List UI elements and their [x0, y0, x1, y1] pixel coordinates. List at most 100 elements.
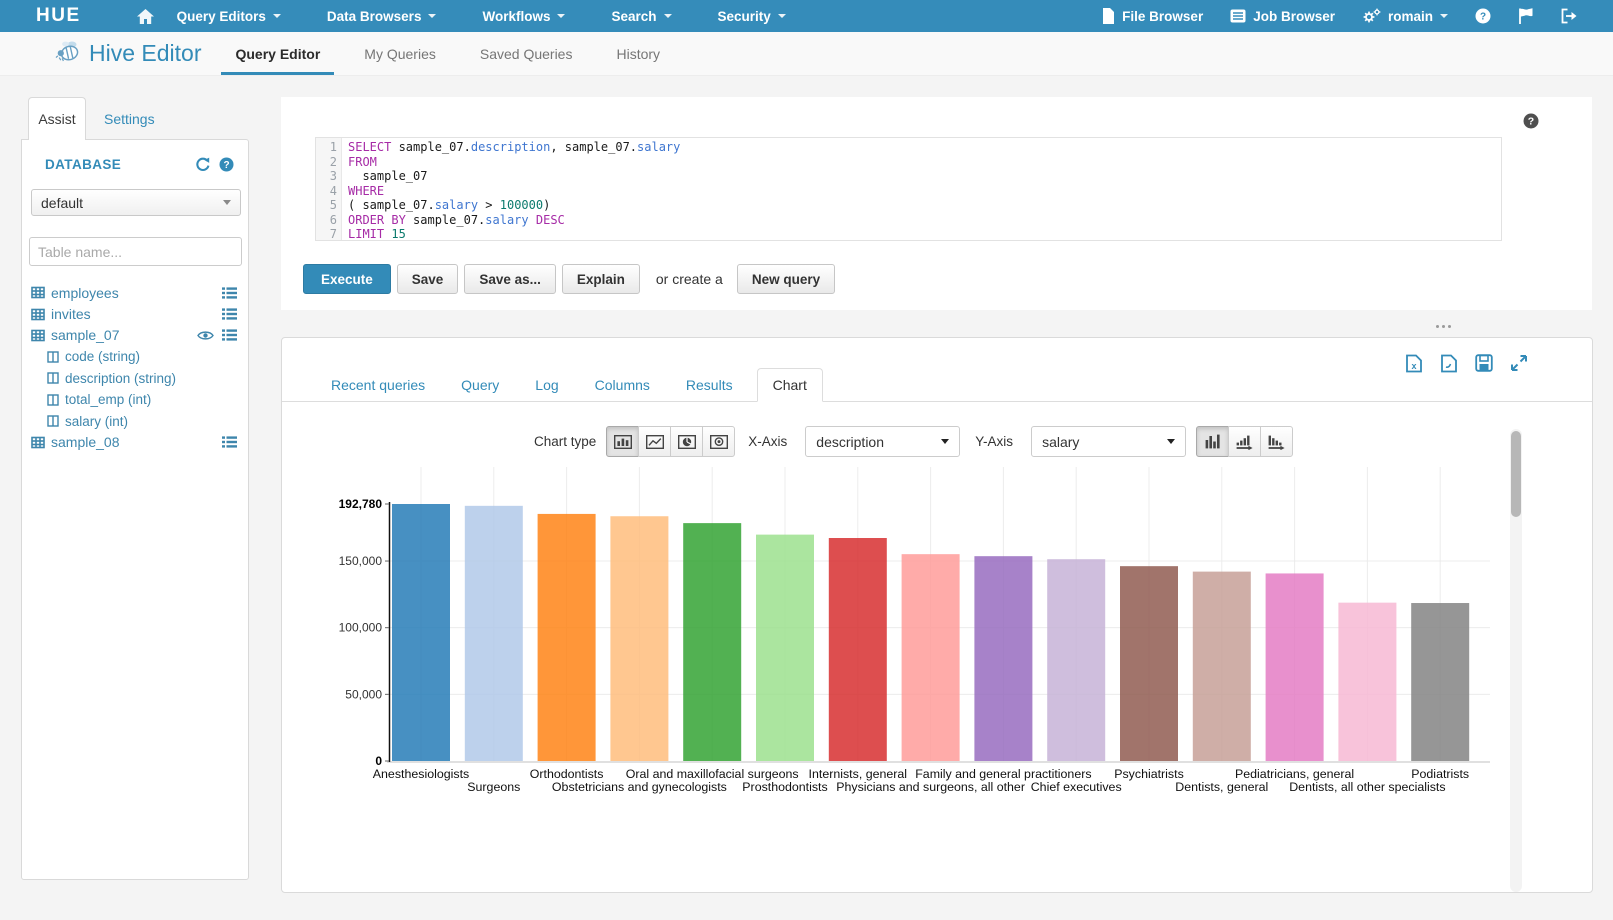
sort-ascending-button[interactable] [1228, 426, 1261, 457]
x-category-label: Chief executives [1031, 780, 1122, 794]
file-browser-button[interactable]: File Browser [1102, 0, 1203, 32]
chart-bar[interactable] [683, 523, 741, 761]
sort-none-button[interactable] [1196, 426, 1229, 457]
column-row[interactable]: description (string) [22, 368, 248, 389]
database-select[interactable]: default [31, 189, 241, 216]
table-menu-icon[interactable] [222, 287, 237, 299]
x-axis-select[interactable]: description [805, 426, 960, 457]
or-create-label: or create a [656, 271, 723, 287]
editor-gutter: 1234567 [316, 138, 342, 240]
table-icon [31, 436, 45, 449]
chart-type-line-button[interactable] [638, 426, 671, 457]
refresh-icon[interactable] [195, 157, 211, 172]
column-row[interactable]: salary (int) [22, 410, 248, 431]
table-row[interactable]: sample_07 [22, 325, 248, 346]
table-row[interactable]: invites [22, 303, 248, 324]
new-query-button[interactable]: New query [737, 264, 835, 294]
table-menu-icon[interactable] [222, 329, 237, 341]
x-category-label: Dentists, general [1175, 780, 1268, 794]
chart-scrollbar-thumb[interactable] [1511, 431, 1521, 517]
tab-query[interactable]: Query [449, 369, 511, 401]
assist-help-icon[interactable]: ? [219, 157, 234, 172]
tab-columns[interactable]: Columns [583, 369, 662, 401]
tab-history[interactable]: History [594, 32, 682, 75]
preview-eye-icon[interactable] [197, 330, 214, 341]
sort-descending-button[interactable] [1260, 426, 1293, 457]
tab-settings[interactable]: Settings [104, 111, 155, 127]
save-as-button[interactable]: Save as... [464, 264, 556, 294]
column-row[interactable]: total_emp (int) [22, 389, 248, 410]
nav-menu-query-editors[interactable]: Query Editors [154, 0, 304, 32]
svg-text:?: ? [223, 160, 229, 171]
chart-type-group [606, 426, 735, 457]
tab-assist[interactable]: Assist [28, 97, 86, 140]
table-row[interactable]: employees [22, 282, 248, 303]
tab-log[interactable]: Log [523, 369, 570, 401]
chart-type-pie-button[interactable] [670, 426, 703, 457]
line-number: 1 [316, 140, 337, 155]
chart-bar[interactable] [538, 514, 596, 761]
help-button[interactable]: ? [1475, 0, 1491, 32]
table-menu-icon[interactable] [222, 308, 237, 320]
chart-bar[interactable] [465, 506, 523, 761]
chart-type-map-button[interactable] [702, 426, 735, 457]
chart-type-bars-button[interactable] [606, 426, 639, 457]
sort-group [1196, 426, 1293, 457]
column-row[interactable]: code (string) [22, 346, 248, 367]
chart-bar[interactable] [1411, 603, 1469, 761]
panel-resize-handle[interactable] [1432, 322, 1454, 330]
chart-bar[interactable] [1193, 572, 1251, 761]
code-line: FROM [348, 155, 680, 170]
download-csv-icon[interactable] [1440, 354, 1458, 373]
download-xls-icon[interactable]: x [1405, 354, 1423, 373]
sql-editor[interactable]: 1234567 SELECT sample_07.description, sa… [315, 137, 1502, 241]
sign-out-button[interactable] [1561, 0, 1577, 32]
save-results-icon[interactable] [1475, 354, 1493, 372]
editor-code[interactable]: SELECT sample_07.description, sample_07.… [342, 138, 680, 240]
job-browser-button[interactable]: Job Browser [1230, 0, 1335, 32]
query-actions: Execute Save Save as... Explain or creat… [303, 264, 841, 294]
nav-menu-search[interactable]: Search [588, 0, 694, 32]
home-button[interactable] [137, 9, 154, 24]
tab-saved-queries[interactable]: Saved Queries [458, 32, 595, 75]
nav-menu-data-browsers[interactable]: Data Browsers [304, 0, 460, 32]
chart-bar[interactable] [974, 556, 1032, 761]
svg-text:?: ? [1528, 116, 1534, 128]
tab-chart[interactable]: Chart [757, 368, 823, 402]
user-menu[interactable]: romain [1362, 0, 1448, 32]
app-title[interactable]: Hive Editor [89, 40, 201, 67]
tab-my-queries[interactable]: My Queries [342, 32, 458, 75]
tab-results[interactable]: Results [674, 369, 745, 401]
y-axis-select[interactable]: salary [1031, 426, 1186, 457]
tab-query-editor[interactable]: Query Editor [213, 32, 342, 75]
hue-logo[interactable]: HUE [36, 5, 81, 27]
line-number: 2 [316, 155, 337, 170]
chart-bar[interactable] [1266, 573, 1324, 761]
explain-button[interactable]: Explain [562, 264, 640, 294]
table-menu-icon[interactable] [222, 436, 237, 448]
execute-button[interactable]: Execute [303, 264, 391, 294]
expand-icon[interactable] [1510, 354, 1528, 372]
x-category-label: Internists, general [809, 767, 908, 781]
save-button[interactable]: Save [397, 264, 459, 294]
table-row[interactable]: sample_08 [22, 432, 248, 453]
query-editor-section: 1234567 SELECT sample_07.description, sa… [281, 97, 1592, 310]
table-filter-input[interactable] [29, 237, 242, 266]
chart-bar[interactable] [610, 516, 668, 761]
chart-bar[interactable] [829, 538, 887, 761]
sort-none-icon [1205, 434, 1220, 449]
results-panel: x Recent queries Query Log Columns Resul… [281, 337, 1593, 893]
chart-bar[interactable] [1338, 603, 1396, 761]
nav-menu-security[interactable]: Security [695, 0, 809, 32]
nav-menu-workflows[interactable]: Workflows [459, 0, 588, 32]
chart-bar[interactable] [756, 535, 814, 761]
editor-help-button[interactable]: ? [1523, 113, 1539, 134]
tab-recent-queries[interactable]: Recent queries [319, 369, 437, 401]
chart-bar[interactable] [392, 504, 450, 761]
chart-bar[interactable] [1047, 559, 1105, 761]
x-category-label: Physicians and surgeons, all other [836, 780, 1025, 794]
chevron-down-icon [428, 14, 436, 18]
chart-bar[interactable] [1120, 566, 1178, 761]
feedback-button[interactable] [1518, 0, 1534, 32]
chart-bar[interactable] [902, 554, 960, 761]
